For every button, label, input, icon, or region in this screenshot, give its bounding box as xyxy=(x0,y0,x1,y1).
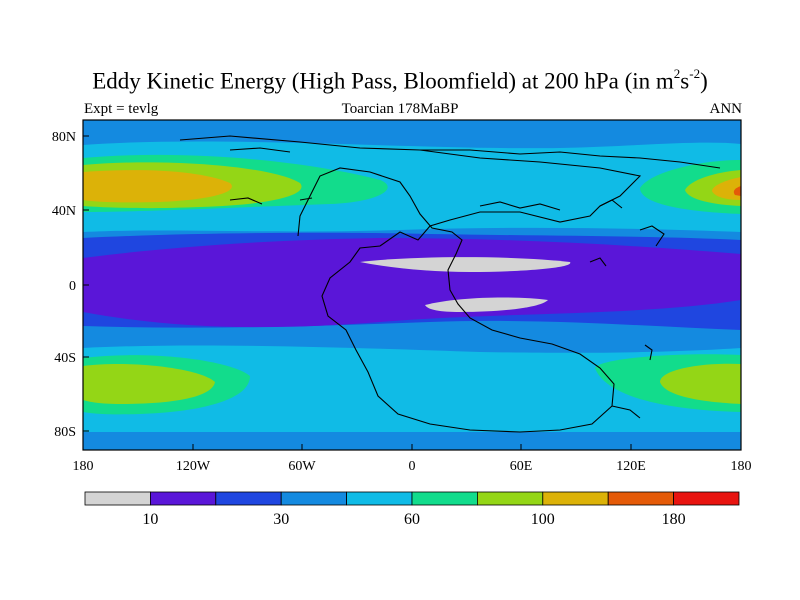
sh-jet-lime-east xyxy=(660,363,741,404)
east-island-a xyxy=(599,199,623,209)
contour-field xyxy=(83,120,741,450)
colorbar-swatch-6 xyxy=(476,491,544,506)
x-label-60w: 60W xyxy=(288,459,316,474)
sh-jet-lime-west xyxy=(83,363,215,404)
tethys-coast xyxy=(479,201,561,211)
west-island-b xyxy=(299,197,313,201)
west-island-a xyxy=(229,197,263,205)
season-label: ANN xyxy=(709,101,743,117)
plot-title: Eddy Kinetic Energy (High Pass, Bloomfie… xyxy=(0,62,800,96)
north-coast xyxy=(420,149,721,169)
x-label-120w: 120W xyxy=(176,459,211,474)
colorbar-swatch-7 xyxy=(542,491,609,506)
sh-polar-band xyxy=(83,432,741,450)
colorbar-swatch-0 xyxy=(84,491,151,506)
sh-island-a xyxy=(611,405,641,419)
colorbar-swatch-9 xyxy=(673,491,740,506)
nh-jet-red-east xyxy=(733,186,741,196)
colorbar-label-2: 60 xyxy=(404,511,420,528)
sh-island-b xyxy=(644,344,653,361)
sh-jet-outer xyxy=(83,345,741,441)
colorbar-label-1: 30 xyxy=(273,511,289,528)
x-label-0: 0 xyxy=(409,459,416,474)
y-label-40s: 40S xyxy=(54,351,76,366)
y-label-0: 0 xyxy=(69,279,76,294)
tick-marks xyxy=(82,135,742,450)
tropical-purple-band xyxy=(83,238,741,328)
x-label-120e: 120E xyxy=(616,459,646,474)
y-label-40n: 40N xyxy=(52,204,76,219)
colorbar-swatch-3 xyxy=(280,491,348,506)
colorbar-swatch-2 xyxy=(215,491,282,506)
colorbar-label-0: 10 xyxy=(142,511,158,528)
title-unit-s: s xyxy=(680,68,690,94)
x-label-180w: 180 xyxy=(73,459,94,474)
x-label-60e: 60E xyxy=(510,459,533,474)
title-close: ) xyxy=(700,68,708,94)
tropical-gray-north xyxy=(360,257,571,272)
nh-jet-orange-west xyxy=(83,170,232,203)
period-label: Toarcian 178MaBP xyxy=(341,101,459,117)
east-island-b xyxy=(639,225,665,247)
title-unit-s-exponent: -2 xyxy=(689,66,701,81)
colorbar-swatch-4 xyxy=(346,491,413,506)
colorbar-swatch-5 xyxy=(411,491,478,506)
title-unit-m-exponent: 2 xyxy=(673,66,681,81)
y-label-80n: 80N xyxy=(52,130,76,145)
colorbar-label-4: 180 xyxy=(662,511,686,528)
east-island-c xyxy=(589,257,607,267)
y-label-80s: 80S xyxy=(54,425,76,440)
colorbar-label-3: 100 xyxy=(531,511,555,528)
experiment-label: Expt = tevlg xyxy=(84,101,159,117)
colorbar-swatch-8 xyxy=(607,491,675,506)
colorbar-swatch-1 xyxy=(149,491,217,506)
arctic-island-a xyxy=(229,147,291,153)
coastlines xyxy=(179,135,721,433)
title-text: Eddy Kinetic Energy (High Pass, Bloomfie… xyxy=(92,68,674,94)
colorbar: 10 30 60 100 180 xyxy=(84,491,740,528)
nh-jet-orange-east xyxy=(712,177,741,200)
x-label-180e: 180 xyxy=(731,459,752,474)
